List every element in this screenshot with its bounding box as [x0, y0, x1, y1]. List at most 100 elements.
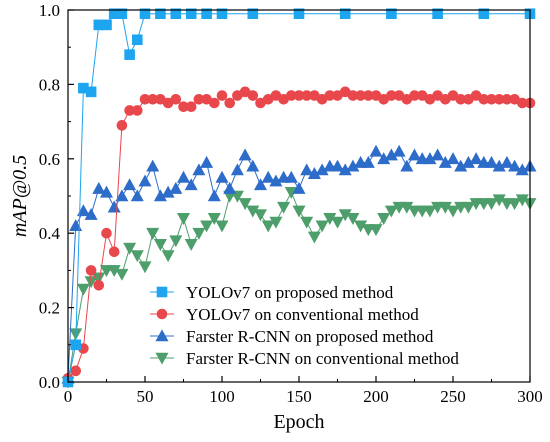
data-point — [176, 213, 191, 225]
data-point — [293, 8, 305, 20]
data-point — [115, 189, 129, 202]
data-point — [200, 220, 214, 233]
data-point — [369, 144, 383, 157]
data-point — [253, 209, 268, 222]
data-point — [184, 239, 198, 251]
series-3 — [61, 186, 537, 389]
data-point — [216, 8, 228, 20]
legend-marker — [156, 286, 168, 298]
data-point — [107, 200, 121, 213]
data-point — [76, 283, 90, 296]
data-point — [407, 148, 422, 161]
data-point — [70, 365, 81, 377]
legend-marker — [156, 308, 168, 320]
data-point — [247, 90, 259, 101]
data-point — [70, 339, 81, 351]
data-point — [300, 163, 314, 176]
data-point — [69, 219, 83, 232]
y-tick-label: 0.8 — [39, 75, 60, 94]
data-point — [284, 170, 298, 183]
legend-item: Farster R-CNN on conventional method — [150, 349, 459, 368]
data-point — [192, 163, 206, 176]
data-point — [116, 8, 128, 20]
data-point — [92, 272, 106, 285]
data-point — [85, 265, 97, 276]
data-point — [369, 224, 383, 237]
data-point — [85, 86, 97, 98]
data-point — [108, 246, 120, 258]
data-point — [139, 8, 151, 20]
y-tick-label: 0.4 — [39, 224, 61, 243]
data-point — [132, 34, 143, 46]
data-point — [230, 163, 244, 176]
data-point — [238, 198, 252, 211]
series-0 — [62, 8, 536, 388]
data-point — [176, 170, 191, 183]
legend-marker — [155, 329, 169, 342]
data-point — [315, 220, 329, 233]
y-axis-label: mAP@0.5 — [9, 155, 31, 237]
legend-item: Farster R-CNN on proposed method — [150, 327, 434, 346]
legend-label: Farster R-CNN on proposed method — [186, 327, 434, 346]
data-point — [153, 239, 167, 251]
data-point — [101, 19, 112, 31]
series-1 — [62, 86, 536, 384]
data-point — [101, 227, 112, 239]
data-point — [185, 101, 197, 113]
data-point — [400, 159, 414, 172]
data-point — [269, 216, 283, 229]
data-point — [123, 242, 137, 255]
data-point — [307, 231, 321, 244]
x-tick-label: 300 — [517, 387, 543, 406]
x-tick-label: 250 — [440, 387, 466, 406]
data-point — [132, 105, 143, 116]
data-point — [423, 205, 437, 218]
data-point — [130, 189, 144, 202]
data-point — [161, 250, 175, 263]
data-point — [215, 220, 229, 233]
data-point — [124, 49, 135, 60]
data-point — [238, 148, 252, 161]
data-point — [170, 8, 182, 20]
x-tick-label: 100 — [209, 387, 235, 406]
x-tick-label: 50 — [137, 387, 154, 406]
series-layer — [61, 8, 537, 389]
data-point — [253, 178, 268, 191]
data-point — [130, 250, 144, 263]
data-point — [384, 205, 398, 218]
data-point — [201, 8, 212, 20]
data-point — [215, 170, 229, 183]
legend-marker — [155, 352, 169, 365]
legend-label: YOLOv7 on conventional method — [186, 305, 419, 324]
data-point — [377, 213, 391, 225]
data-point — [500, 155, 514, 168]
data-point — [461, 201, 475, 214]
data-point — [247, 8, 259, 20]
data-point — [184, 178, 198, 191]
data-point — [386, 8, 397, 20]
data-point — [478, 8, 490, 20]
data-point — [469, 152, 483, 165]
data-point — [99, 185, 114, 198]
data-point — [277, 201, 291, 214]
y-tick-label: 0.6 — [39, 150, 60, 169]
data-point — [146, 159, 160, 172]
data-point — [155, 8, 166, 20]
data-point — [138, 174, 152, 187]
data-point — [431, 148, 445, 161]
data-point — [292, 205, 306, 218]
data-point — [446, 152, 460, 165]
data-point — [170, 93, 182, 105]
data-point — [200, 155, 214, 168]
data-point — [192, 227, 206, 240]
data-point — [330, 159, 345, 172]
data-point — [115, 268, 129, 281]
data-point — [446, 205, 460, 218]
data-point — [484, 198, 499, 211]
legend-item: YOLOv7 on conventional method — [150, 305, 419, 324]
data-point — [346, 213, 360, 225]
axes-layer: 0 50 100 150 200 250 300 0.0 0.2 0.4 0.6 0.8 1.0 — [39, 1, 543, 406]
data-point — [216, 90, 228, 101]
data-point — [92, 181, 106, 194]
